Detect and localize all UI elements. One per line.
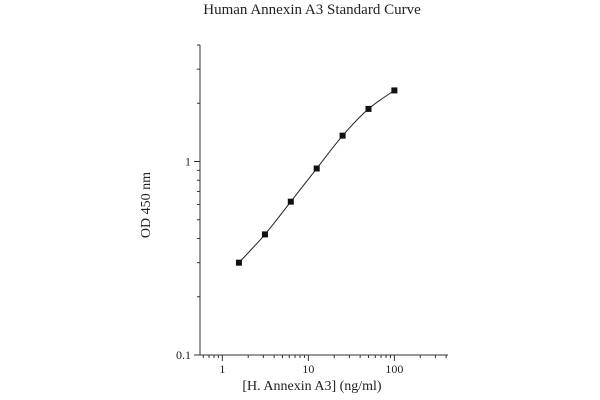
- data-point: [287, 198, 294, 205]
- x-tick-label: 10: [302, 362, 314, 376]
- data-point: [391, 87, 398, 94]
- data-points-layer: [235, 87, 398, 266]
- x-tick-label: 1: [219, 362, 225, 376]
- x-tick-label: 100: [385, 362, 403, 376]
- y-tick-label: 1: [185, 154, 191, 168]
- axes: 1 10 100 0.1 1: [176, 44, 448, 376]
- data-point: [261, 231, 268, 238]
- y-axis-label: OD 450 nm: [139, 172, 154, 238]
- x-axis-label: [H. Annexin A3] (ng/ml): [242, 379, 382, 394]
- data-point: [313, 165, 320, 172]
- chart-title: Human Annexin A3 Standard Curve: [203, 2, 421, 18]
- data-point: [339, 132, 346, 139]
- data-point: [235, 259, 242, 266]
- data-point: [365, 105, 372, 112]
- y-tick-label: 0.1: [176, 348, 191, 362]
